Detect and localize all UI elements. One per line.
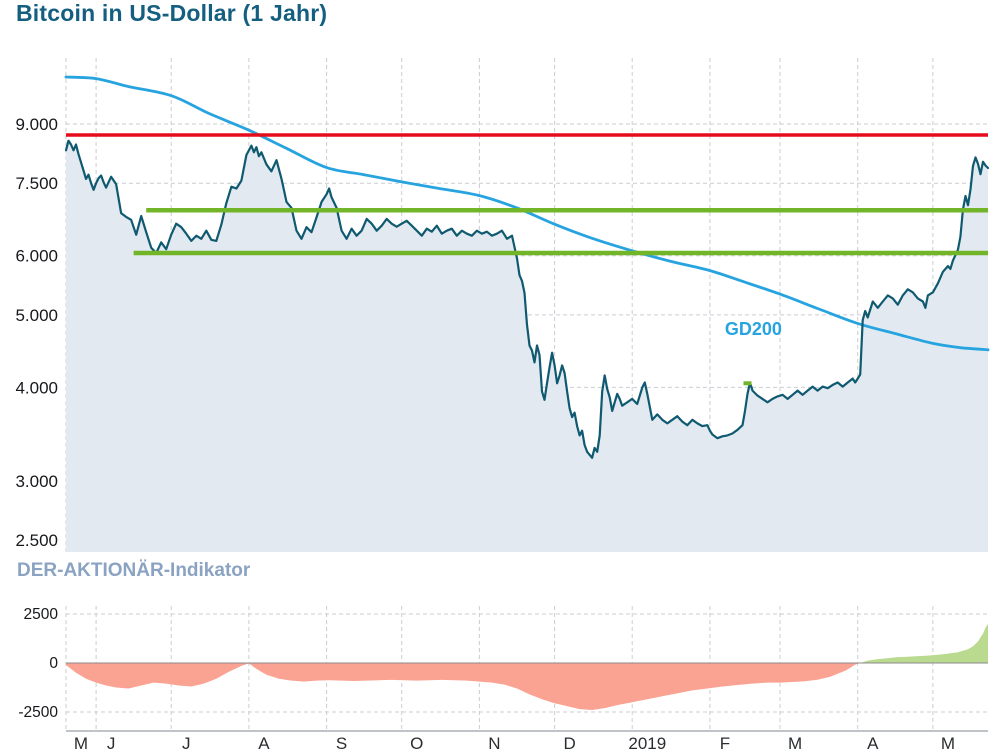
- month-label: O: [410, 734, 423, 752]
- price-axis-label: 6.000: [15, 247, 58, 266]
- price-axis-label: 7.500: [15, 174, 58, 193]
- indicator-positive-area: [66, 623, 988, 663]
- month-label: A: [867, 734, 879, 752]
- indicator-axis-label: 2500: [24, 606, 59, 623]
- indicator-negative-area: [66, 663, 988, 710]
- month-label: M: [788, 734, 802, 752]
- indicator-axis-label: 0: [49, 655, 58, 672]
- price-area: [66, 140, 988, 552]
- month-label: J: [182, 734, 191, 752]
- month-label: M: [74, 734, 88, 752]
- price-axis-label: 2.500: [15, 531, 58, 550]
- price-axis-label: 3.000: [15, 472, 58, 491]
- indicator-axis-label: -2500: [18, 704, 58, 721]
- month-label: S: [336, 734, 347, 752]
- gd200-label: GD200: [725, 319, 782, 339]
- price-line: [64, 139, 990, 459]
- price-axis-label: 4.000: [15, 378, 58, 397]
- page-title: Bitcoin in US-Dollar (1 Jahr): [16, 0, 328, 26]
- month-label: J: [107, 734, 116, 752]
- gd200-line: [64, 75, 990, 352]
- month-label: N: [488, 734, 500, 752]
- price-axis-label: 9.000: [15, 115, 58, 134]
- month-label: A: [258, 734, 270, 752]
- month-label: M: [941, 734, 955, 752]
- month-label: D: [563, 734, 575, 752]
- month-label: 2019: [628, 734, 666, 752]
- price-axis-label: 5.000: [15, 306, 58, 325]
- month-label: F: [720, 734, 730, 752]
- indicator-title: DER-AKTIONÄR-Indikator: [17, 560, 251, 581]
